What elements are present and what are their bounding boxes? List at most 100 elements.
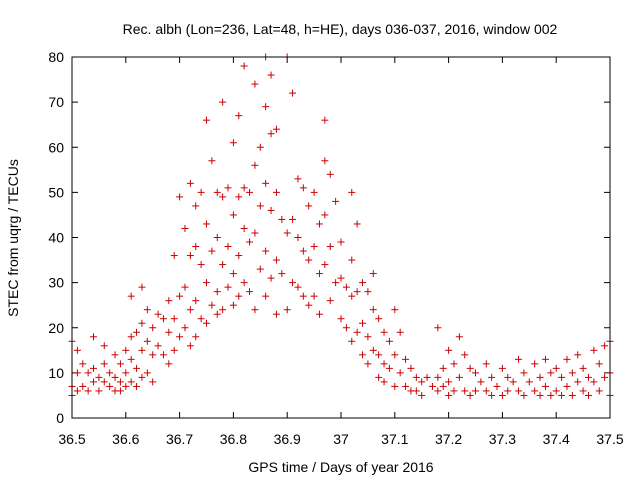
x-axis-label: GPS time / Days of year 2016 — [248, 459, 433, 475]
data-point — [159, 315, 167, 323]
data-point — [73, 387, 81, 395]
data-point — [235, 252, 243, 260]
data-point — [289, 279, 297, 287]
data-point — [240, 279, 248, 287]
data-point — [337, 315, 345, 323]
data-point — [359, 319, 367, 327]
data-point — [466, 391, 474, 399]
y-tick-label: 20 — [48, 320, 64, 336]
data-point — [246, 288, 254, 296]
data-point — [461, 351, 469, 359]
data-point — [240, 184, 248, 192]
data-point — [256, 202, 264, 210]
data-point — [445, 346, 453, 354]
data-point — [149, 378, 157, 386]
data-point — [482, 360, 490, 368]
data-point — [450, 387, 458, 395]
data-point — [380, 328, 388, 336]
data-point — [359, 279, 367, 287]
data-point — [536, 391, 544, 399]
data-point — [176, 333, 184, 341]
data-point — [192, 202, 200, 210]
data-point — [251, 80, 259, 88]
data-point — [272, 310, 280, 318]
data-point — [504, 387, 512, 395]
data-point — [294, 175, 302, 183]
data-point — [229, 270, 237, 278]
data-point — [165, 297, 173, 305]
data-point — [122, 346, 130, 354]
data-point — [498, 391, 506, 399]
data-point — [364, 360, 372, 368]
data-point — [79, 360, 87, 368]
data-point — [541, 355, 549, 363]
data-point — [321, 116, 329, 124]
data-point — [568, 369, 576, 377]
data-point — [455, 333, 463, 341]
data-point — [208, 157, 216, 165]
data-point — [267, 274, 275, 282]
data-point — [332, 197, 340, 205]
data-point — [154, 310, 162, 318]
data-point — [267, 206, 275, 214]
data-point — [192, 297, 200, 305]
data-point — [224, 243, 232, 251]
data-point — [219, 306, 227, 314]
data-point — [305, 301, 313, 309]
data-point — [558, 373, 566, 381]
data-point — [305, 256, 313, 264]
data-point — [111, 351, 119, 359]
data-point — [595, 360, 603, 368]
data-point — [299, 247, 307, 255]
data-point — [402, 355, 410, 363]
data-point — [348, 337, 356, 345]
data-point — [455, 373, 463, 381]
data-point — [294, 283, 302, 291]
data-point — [289, 215, 297, 223]
data-point — [256, 143, 264, 151]
data-point — [90, 378, 98, 386]
data-point — [558, 391, 566, 399]
data-point — [186, 342, 194, 350]
data-point — [262, 179, 270, 187]
data-point — [208, 247, 216, 255]
data-point — [267, 71, 275, 79]
data-point — [541, 382, 549, 390]
data-point — [477, 378, 485, 386]
data-point — [348, 256, 356, 264]
data-point — [133, 364, 141, 372]
data-point — [203, 319, 210, 327]
data-point — [450, 360, 458, 368]
data-point — [579, 364, 587, 372]
data-point — [170, 346, 178, 354]
data-point — [213, 310, 221, 318]
data-point — [568, 391, 576, 399]
chart-title: Rec. albh (Lon=236, Lat=48, h=HE), days … — [123, 21, 558, 37]
x-tick-label: 36.9 — [274, 431, 301, 447]
data-point — [472, 369, 479, 377]
data-point — [342, 324, 350, 332]
data-point — [170, 315, 178, 323]
data-point — [116, 387, 124, 395]
data-point — [143, 369, 151, 377]
data-point — [84, 369, 92, 377]
data-point — [348, 292, 356, 300]
data-point — [165, 360, 173, 368]
data-point — [369, 346, 377, 354]
data-point — [165, 328, 173, 336]
data-point — [116, 360, 124, 368]
data-point — [375, 373, 383, 381]
data-point — [391, 306, 399, 314]
data-point — [240, 62, 248, 70]
y-tick-label: 70 — [48, 94, 64, 110]
data-point — [498, 364, 506, 372]
data-point — [310, 292, 318, 300]
y-tick-label: 80 — [48, 49, 64, 65]
data-point — [197, 315, 205, 323]
data-point — [278, 270, 286, 278]
x-tick-label: 36.8 — [220, 431, 247, 447]
data-point — [552, 387, 560, 395]
data-point — [186, 252, 194, 260]
data-point — [262, 292, 270, 300]
